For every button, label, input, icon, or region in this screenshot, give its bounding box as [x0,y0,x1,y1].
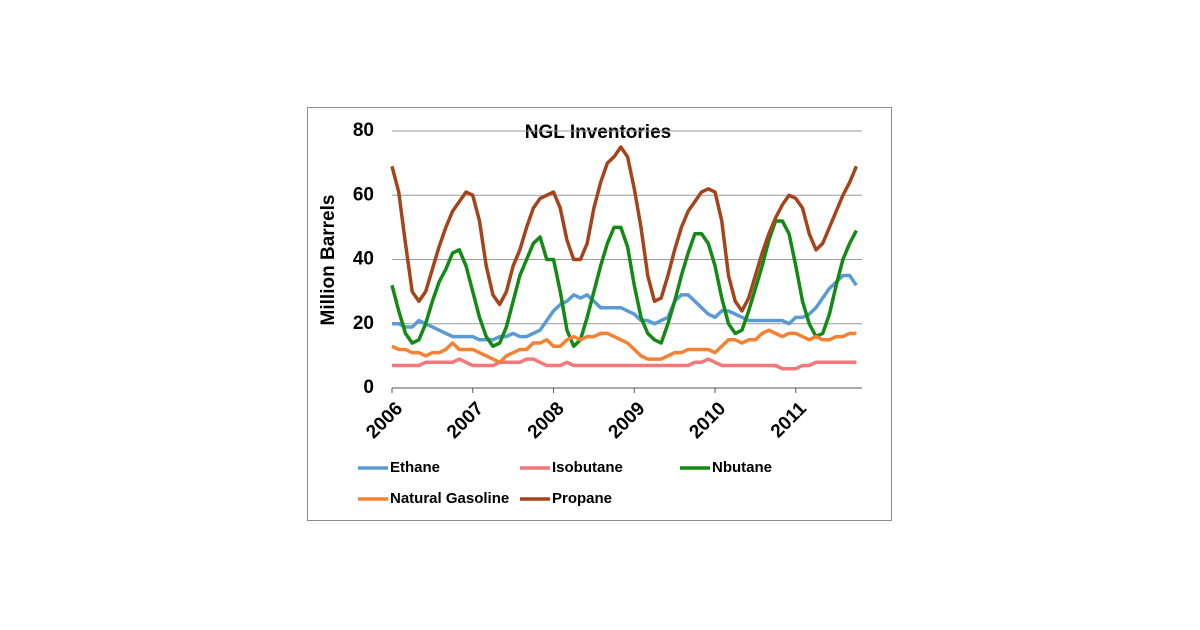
legend-label: Isobutane [552,459,623,476]
chart-title: NGL Inventories [525,122,671,143]
series-line [391,328,857,365]
legend-label: Propane [552,490,612,507]
y-tick-label: 60 [353,184,374,205]
y-axis-label: Million Barrels [318,195,339,326]
y-tick-label: 40 [353,249,374,270]
y-tick-label: 0 [363,377,374,398]
series-line [390,145,858,313]
legend-label: Nbutane [712,459,772,476]
y-tick-label: 20 [353,313,374,334]
series-line [392,357,857,371]
chart-frame [307,107,892,521]
legend-label: Ethane [390,459,440,476]
series-line [392,273,858,342]
legend-label: Natural Gasoline [390,490,509,507]
series-line [390,219,858,348]
y-tick-label: 80 [353,120,374,141]
